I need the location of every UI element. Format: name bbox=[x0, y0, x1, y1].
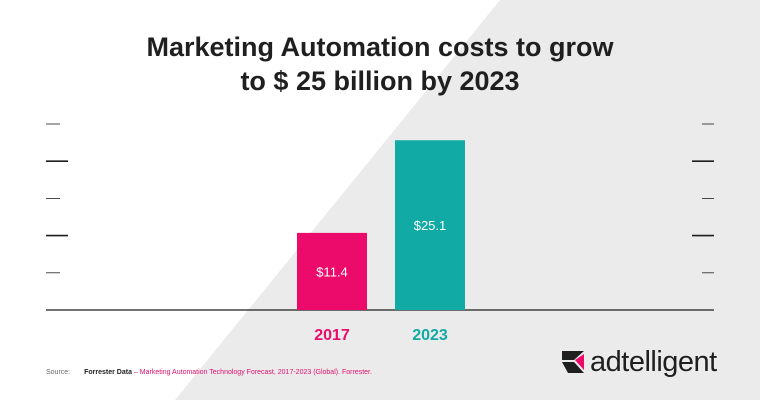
source-publisher: Forrester Data bbox=[84, 369, 132, 376]
source-detail: – Marketing Automation Technology Foreca… bbox=[131, 369, 372, 376]
source-label: Source: bbox=[46, 369, 71, 376]
source-note: Source: Forrester Data – Marketing Automa… bbox=[46, 369, 372, 376]
bar-2017 bbox=[297, 232, 367, 310]
value-label-2017: $11.4 bbox=[316, 264, 348, 279]
title-line-2: to $ 25 billion by 2023 bbox=[240, 66, 520, 96]
brand-name: adtelligent bbox=[590, 345, 717, 378]
category-label-2017: 2017 bbox=[314, 327, 350, 344]
value-label-2023: $25.1 bbox=[414, 218, 447, 233]
brand-logo: adtelligent bbox=[562, 345, 717, 379]
category-label-2023: 2023 bbox=[412, 327, 448, 344]
brand-mark-icon bbox=[562, 351, 584, 373]
chart-title: Marketing Automation costs to grow to $ … bbox=[0, 30, 760, 98]
title-line-1: Marketing Automation costs to grow bbox=[146, 32, 614, 62]
bar-2023 bbox=[395, 140, 465, 310]
